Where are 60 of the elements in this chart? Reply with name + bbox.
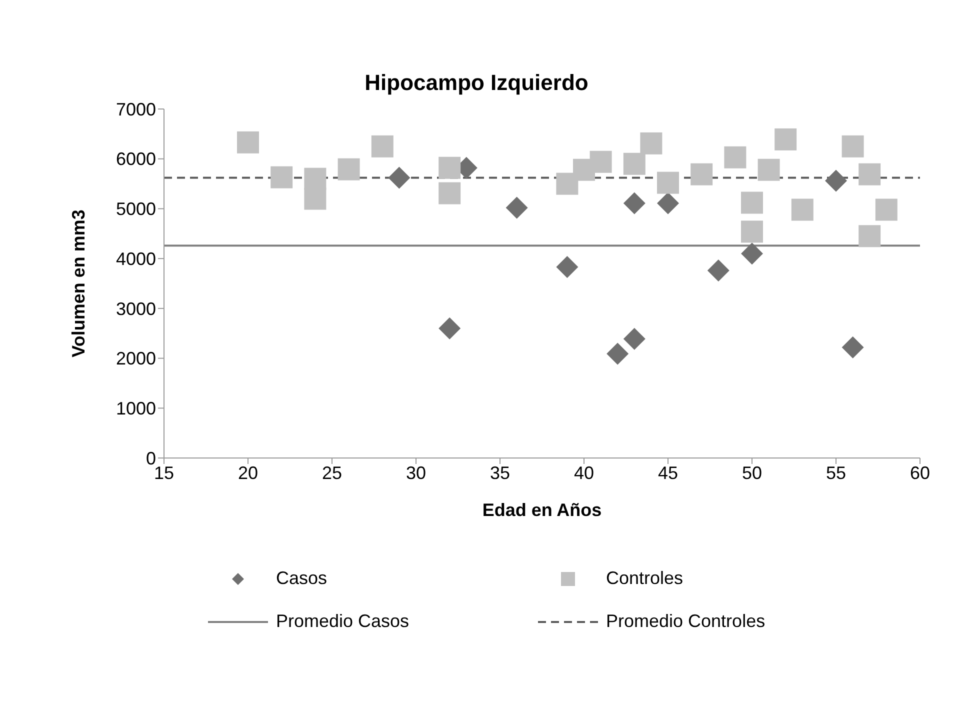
point <box>842 135 864 158</box>
y-tick-label: 4000 <box>116 248 156 269</box>
legend-label: Promedio Casos <box>276 611 410 632</box>
y-tick-label: 2000 <box>116 348 156 369</box>
x-axis-title: Edad en Años <box>482 500 602 520</box>
point <box>707 260 730 282</box>
y-tick-label: 5000 <box>116 199 156 220</box>
x-tick-label: 60 <box>910 462 930 483</box>
point <box>758 158 780 181</box>
x-tick-label: 40 <box>574 462 594 483</box>
y-tick-label: 1000 <box>116 398 156 419</box>
point <box>556 256 578 278</box>
point <box>774 128 797 150</box>
point <box>237 131 259 154</box>
point <box>623 152 646 175</box>
point <box>438 317 461 340</box>
legend-label: Promedio Controles <box>606 611 766 632</box>
point <box>690 163 713 186</box>
x-tick-label: 35 <box>490 462 510 483</box>
x-tick-label: 20 <box>238 462 258 483</box>
point <box>791 198 814 221</box>
legend-label: Controles <box>606 568 684 589</box>
y-tick-label: 7000 <box>116 99 156 120</box>
point <box>875 198 898 221</box>
point <box>304 188 326 210</box>
point <box>438 156 461 179</box>
point <box>657 172 679 194</box>
point <box>858 225 881 248</box>
point <box>371 135 394 158</box>
chart-title: Hipocampo Izquierdo <box>364 70 590 96</box>
point <box>388 166 410 189</box>
point <box>438 182 461 204</box>
y-axis-title: Volumen en mm3 <box>68 210 88 358</box>
point <box>858 163 881 186</box>
point <box>506 196 528 219</box>
point <box>842 336 864 358</box>
x-tick-label: 55 <box>826 462 846 483</box>
point <box>338 158 360 180</box>
point <box>825 170 847 192</box>
point <box>270 166 293 188</box>
x-tick-label: 15 <box>154 462 174 483</box>
point <box>741 192 763 214</box>
point <box>590 150 612 173</box>
x-tick-label: 25 <box>322 462 342 483</box>
y-tick-label: 3000 <box>116 298 156 319</box>
x-tick-label: 50 <box>742 462 762 483</box>
legend-label: Casos <box>276 568 328 589</box>
x-tick-label: 30 <box>406 462 426 483</box>
x-tick-label: 45 <box>658 462 678 483</box>
point <box>606 342 629 365</box>
point <box>657 192 679 214</box>
point <box>741 220 763 243</box>
point <box>724 146 746 168</box>
y-tick-label: 6000 <box>116 149 156 170</box>
point <box>741 242 763 265</box>
point <box>623 328 646 350</box>
point <box>556 172 578 195</box>
point <box>623 192 646 214</box>
y-tick-label: 0 <box>146 448 156 468</box>
point <box>640 132 662 154</box>
